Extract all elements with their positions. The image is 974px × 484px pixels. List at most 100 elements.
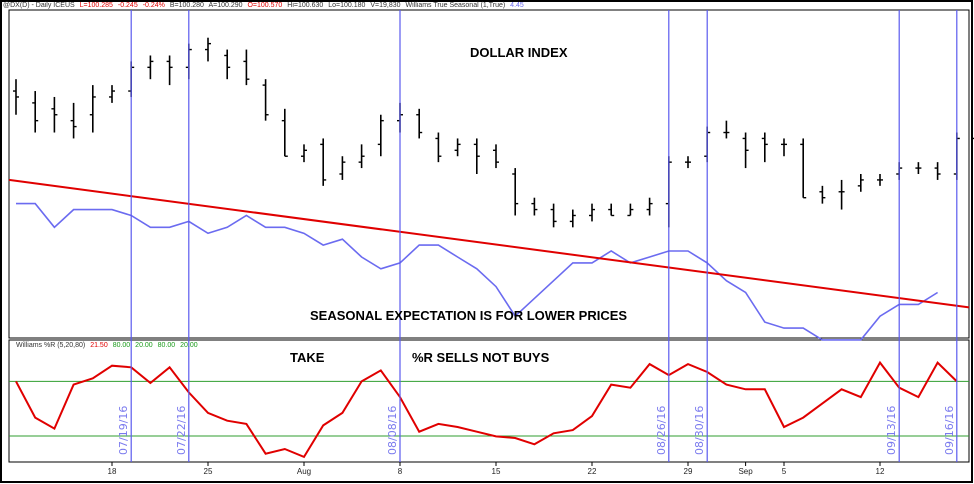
price-bar [339,156,346,180]
x-tick-label: Aug [297,467,311,476]
price-bar [685,156,691,169]
seasonal-line [16,202,939,341]
x-tick: 5 [782,462,787,476]
price-header: @DX(D) - Daily ICEUS L=100.285 -0.245 -0… [3,2,527,9]
williams-name: Williams %R (5,20,80) [16,342,86,349]
x-tick: 12 [876,462,885,476]
signal-marker-label: 07/22/16 [175,406,188,455]
price-bar [51,96,58,133]
sells-note: %R SELLS NOT BUYS [412,350,550,365]
price-bar [454,138,461,157]
header-bid: B=100.280 [169,2,204,9]
signal-marker: 08/26/16 [655,10,670,462]
x-tick: 22 [588,462,597,476]
price-bar [857,174,864,192]
price-bar [627,203,634,217]
take-label: TAKE [290,350,325,365]
header-study-value: 4.45 [510,2,524,9]
x-tick-label: 22 [588,467,597,476]
signal-marker: 07/19/16 [117,10,132,462]
x-tick-label: 29 [684,467,693,476]
price-bar [416,108,423,139]
price-bar [166,55,173,86]
signal-marker: 08/08/16 [386,10,401,462]
price-bar [915,162,922,174]
marker-layer: 07/19/16 07/22/16 08/08/16 08/26/16 08/30/16… [117,10,958,462]
header-low: Lo=100.180 [328,2,366,9]
price-bar [301,144,307,163]
header-change: -0.245 [117,2,138,9]
williams-value-1: 21.50 [90,342,108,349]
price-bar [934,162,941,180]
signal-marker: 07/22/16 [175,10,190,462]
x-tick: Sep [738,462,753,476]
seasonal-layer [16,202,939,341]
x-tick-label: 15 [492,467,501,476]
price-bar [819,185,826,204]
x-tick-label: 5 [782,467,787,476]
price-bar [358,144,365,169]
signal-marker-label: 08/08/16 [386,406,399,455]
price-bar [723,120,730,139]
williams-panel [8,339,970,463]
x-tick: 15 [492,462,501,476]
price-bar [473,138,480,174]
price-bar [838,179,845,210]
axis-layer: 18 25 Aug 8 15 22 29 Sep 5 12 [108,462,885,476]
x-tick-label: 8 [398,467,403,476]
price-bar [13,79,19,115]
price-bar [320,138,327,186]
x-tick: 29 [684,462,693,476]
price-bar [531,197,538,216]
signal-marker-label: 09/13/16 [885,406,898,455]
header-high: Hi=100.630 [287,2,324,9]
header-ask: A=100.290 [208,2,243,9]
price-bar [281,108,288,157]
x-tick: 25 [204,462,213,476]
header-volume: V=19,830 [370,2,401,9]
signal-marker-label: 08/30/16 [693,406,706,455]
header-symbol: @DX(D) - Daily ICEUS [3,2,75,9]
price-panel [8,9,970,339]
price-bar [589,203,595,222]
price-bar [800,138,807,199]
header-change-pct: -0.24% [142,2,165,9]
price-bar [608,203,615,217]
signal-marker-label: 09/16/16 [943,406,956,455]
header-study: Williams True Seasonal (1,True) [405,2,506,9]
williams-value-2: 80.00 [112,342,131,349]
williams-layer [9,360,969,459]
price-bar [262,79,269,121]
header-last: L=100.285 [79,2,113,9]
x-tick-label: 25 [204,467,213,476]
williams-header: Williams %R (5,20,80) 21.50 80.00 20.00 … [16,342,201,349]
williams-value-4: 80.00 [157,342,176,349]
trend-layer [8,178,970,309]
williams-line [15,360,958,459]
price-bar [89,85,96,133]
signal-marker: 08/30/16 [693,10,708,462]
trend-line [8,178,970,309]
x-tick-label: 18 [108,467,117,476]
signal-marker: 09/16/16 [943,10,958,462]
price-bar [243,49,250,86]
price-bar [205,37,211,62]
signal-marker: 09/13/16 [885,10,900,462]
x-tick-label: Sep [738,467,753,476]
williams-value-3: 20.00 [135,342,153,349]
price-bar [32,91,39,133]
x-tick-label: 12 [876,467,885,476]
price-bar [512,168,519,216]
seasonal-note: SEASONAL EXPECTATION IS FOR LOWER PRICES [310,308,628,323]
price-bar [109,85,115,103]
signal-marker-label: 07/19/16 [117,406,130,455]
price-title: DOLLAR INDEX [470,45,568,60]
price-bar [550,203,557,228]
williams-value-5: 20.00 [180,342,198,349]
price-bar [377,114,384,157]
signal-marker-label: 08/26/16 [655,406,668,455]
price-bar [761,132,768,163]
price-bar [224,49,231,80]
